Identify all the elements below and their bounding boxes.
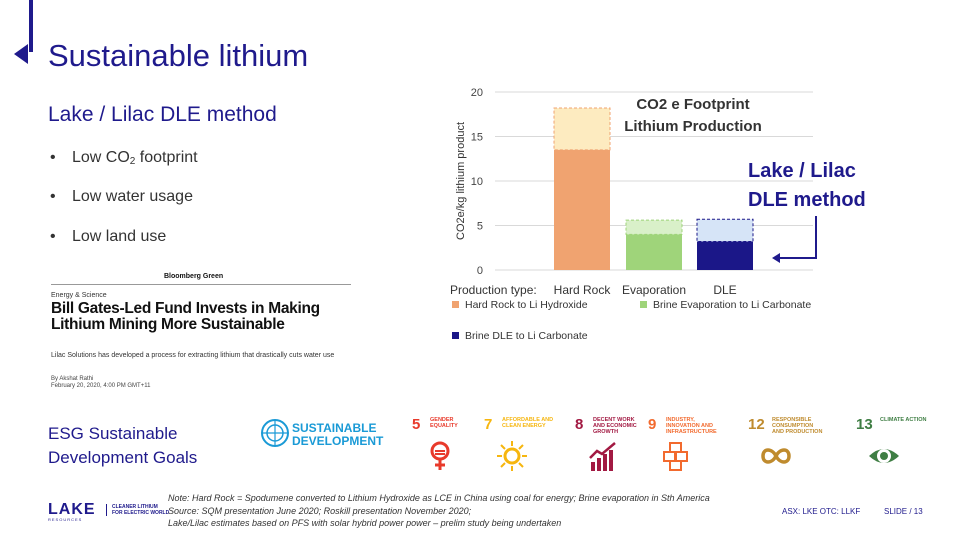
sdg-goal-number: 8: [575, 416, 584, 433]
slide-title: Sustainable lithium: [48, 38, 309, 73]
bar-upper-range: [553, 107, 611, 151]
footnotes: Note: Hard Rock = Spodumene converted to…: [168, 492, 710, 530]
tagline-line-1: CLEANER LITHIUM: [112, 504, 158, 510]
logo-subtext: RESOURCES: [48, 517, 83, 522]
news-headline: Bill Gates-Led Fund Invests in Making Li…: [51, 300, 320, 333]
bar-upper-range: [696, 218, 754, 243]
chart-title-line-1: CO2 e Footprint: [636, 96, 750, 113]
bar-upper-range: [625, 219, 683, 235]
chart-title: CO2 e Footprint Lithium Production: [620, 94, 766, 138]
legend-label: Hard Rock to Li Hydroxide: [465, 299, 588, 311]
slide-number: SLIDE / 13: [884, 507, 923, 516]
sdg-goal-5: 5 GENDER EQUALITY: [412, 414, 480, 476]
sdg-goal-label: CLIMATE ACTION: [880, 417, 927, 423]
bar-hard-rock: [554, 149, 610, 270]
divider: [51, 284, 351, 285]
section-heading: Lake / Lilac DLE method: [48, 103, 277, 126]
sdg-goal-number: 9: [648, 416, 657, 433]
sdg-goal-number: 12: [748, 416, 765, 433]
legend-label: Brine DLE to Li Carbonate: [465, 330, 588, 342]
x-tick-label: Hard Rock: [554, 283, 612, 297]
logo-wordmark: LAKE: [48, 501, 96, 518]
sdg-wordmark: SUSTAINABLE DEVELOPMENT: [292, 422, 383, 448]
y-tick-label: 20: [471, 87, 483, 99]
x-axis-label: Production type:: [450, 283, 537, 297]
lake-logo: LAKE RESOURCES: [48, 501, 96, 523]
sdg-word-2: DEVELOPMENT: [292, 434, 384, 448]
growth-chart-icon: [589, 442, 616, 471]
logo-tagline: CLEANER LITHIUM FOR ELECTRIC WORLD: [106, 504, 169, 516]
sdg-goal-13: 13 CLIMATE ACTION: [856, 414, 926, 476]
esg-heading: ESG Sustainable Development Goals: [48, 422, 197, 470]
y-tick-label: 10: [471, 176, 483, 188]
esg-line-1: ESG Sustainable: [48, 424, 178, 443]
sdg-goal-label: GENDER EQUALITY: [430, 417, 458, 429]
footnote-2: Source: SQM presentation June 2020; Rosk…: [168, 505, 472, 516]
news-source: Bloomberg Green: [164, 273, 224, 280]
callout-line-1: Lake / Lilac: [748, 160, 856, 182]
bar-evaporation: [626, 234, 682, 270]
legend-label: Brine Evaporation to Li Carbonate: [653, 299, 811, 311]
sdg-goal-number: 7: [484, 416, 493, 433]
sdg-goal-12: 12 RESPONSIBLE CONSUMPTION AND PRODUCTION: [748, 414, 822, 476]
legend-swatch: [452, 301, 459, 308]
sdg-goal-number: 13: [856, 416, 873, 433]
y-tick-label: 0: [477, 265, 483, 277]
sdg-word-1: SUSTAINABLE: [292, 421, 377, 435]
esg-line-2: Development Goals: [48, 448, 198, 467]
footnote-1: Note: Hard Rock = Spodumene converted to…: [168, 493, 710, 503]
legend-swatch: [452, 332, 459, 339]
sun-icon: [497, 441, 527, 471]
chart-title-line-2: Lithium Production: [624, 118, 762, 135]
accent-bar: [29, 0, 33, 52]
sdg-goal-9: 9 INDUSTRY, INNOVATION AND INFRASTRUCTURE: [648, 414, 717, 476]
news-author: By Akshat Rathi: [51, 376, 94, 382]
sdg-goal-7: 7 AFFORDABLE AND CLEAN ENERGY: [484, 414, 554, 476]
gender-equality-icon: [430, 441, 450, 470]
callout-line-2: DLE method: [748, 189, 866, 211]
dle-callout: Lake / Lilac DLE method: [748, 157, 866, 215]
x-tick-label: Evaporation: [622, 283, 686, 297]
legend-swatch: [640, 301, 647, 308]
news-date: February 20, 2020, 4:00 PM GMT+11: [51, 383, 151, 389]
sdg-goal-label: INDUSTRY, INNOVATION AND INFRASTRUCTURE: [666, 417, 717, 435]
footnote-3: Lake/Lilac estimates based on PFS with s…: [168, 518, 562, 528]
sdg-goal-label: RESPONSIBLE CONSUMPTION AND PRODUCTION: [772, 417, 823, 435]
sdg-goal-label: AFFORDABLE AND CLEAN ENERGY: [502, 417, 554, 429]
bullet-item: • Low land use: [50, 228, 167, 245]
bullet-item: • Low CO2 footprint: [50, 149, 198, 167]
ticker-symbols: ASX: LKE OTC: LLKF: [782, 507, 861, 516]
bar-dle: [697, 241, 753, 270]
sdg-goal-8: 8 DECENT WORK AND ECONOMIC GROWTH: [575, 414, 643, 476]
bullet-item: • Low water usage: [50, 188, 193, 205]
co2-chart: 0 5 10 15 20 CO2e/kg lithium product Hard Rock…: [450, 87, 813, 342]
globe-eye-icon: [869, 449, 899, 463]
callout-arrow-icon: [772, 216, 817, 263]
accent-arrow: [14, 44, 28, 64]
y-tick-label: 15: [471, 132, 483, 144]
news-category: Energy & Science: [51, 292, 107, 299]
infinity-icon: [761, 448, 791, 464]
y-axis-label: CO2e/kg lithium product: [455, 122, 467, 240]
sdg-goal-label: DECENT WORK AND ECONOMIC GROWTH: [593, 417, 637, 435]
tagline-line-2: FOR ELECTRIC WORLD: [112, 510, 170, 516]
news-clipping: Bloomberg Green Energy & Science Bill Ga…: [48, 268, 360, 402]
news-description: Lilac Solutions has developed a process …: [51, 352, 335, 359]
cubes-icon: [663, 442, 688, 471]
x-tick-label: DLE: [713, 283, 736, 297]
y-tick-label: 5: [477, 221, 483, 233]
un-emblem-icon: [261, 419, 289, 447]
sdg-goal-number: 5: [412, 416, 421, 433]
